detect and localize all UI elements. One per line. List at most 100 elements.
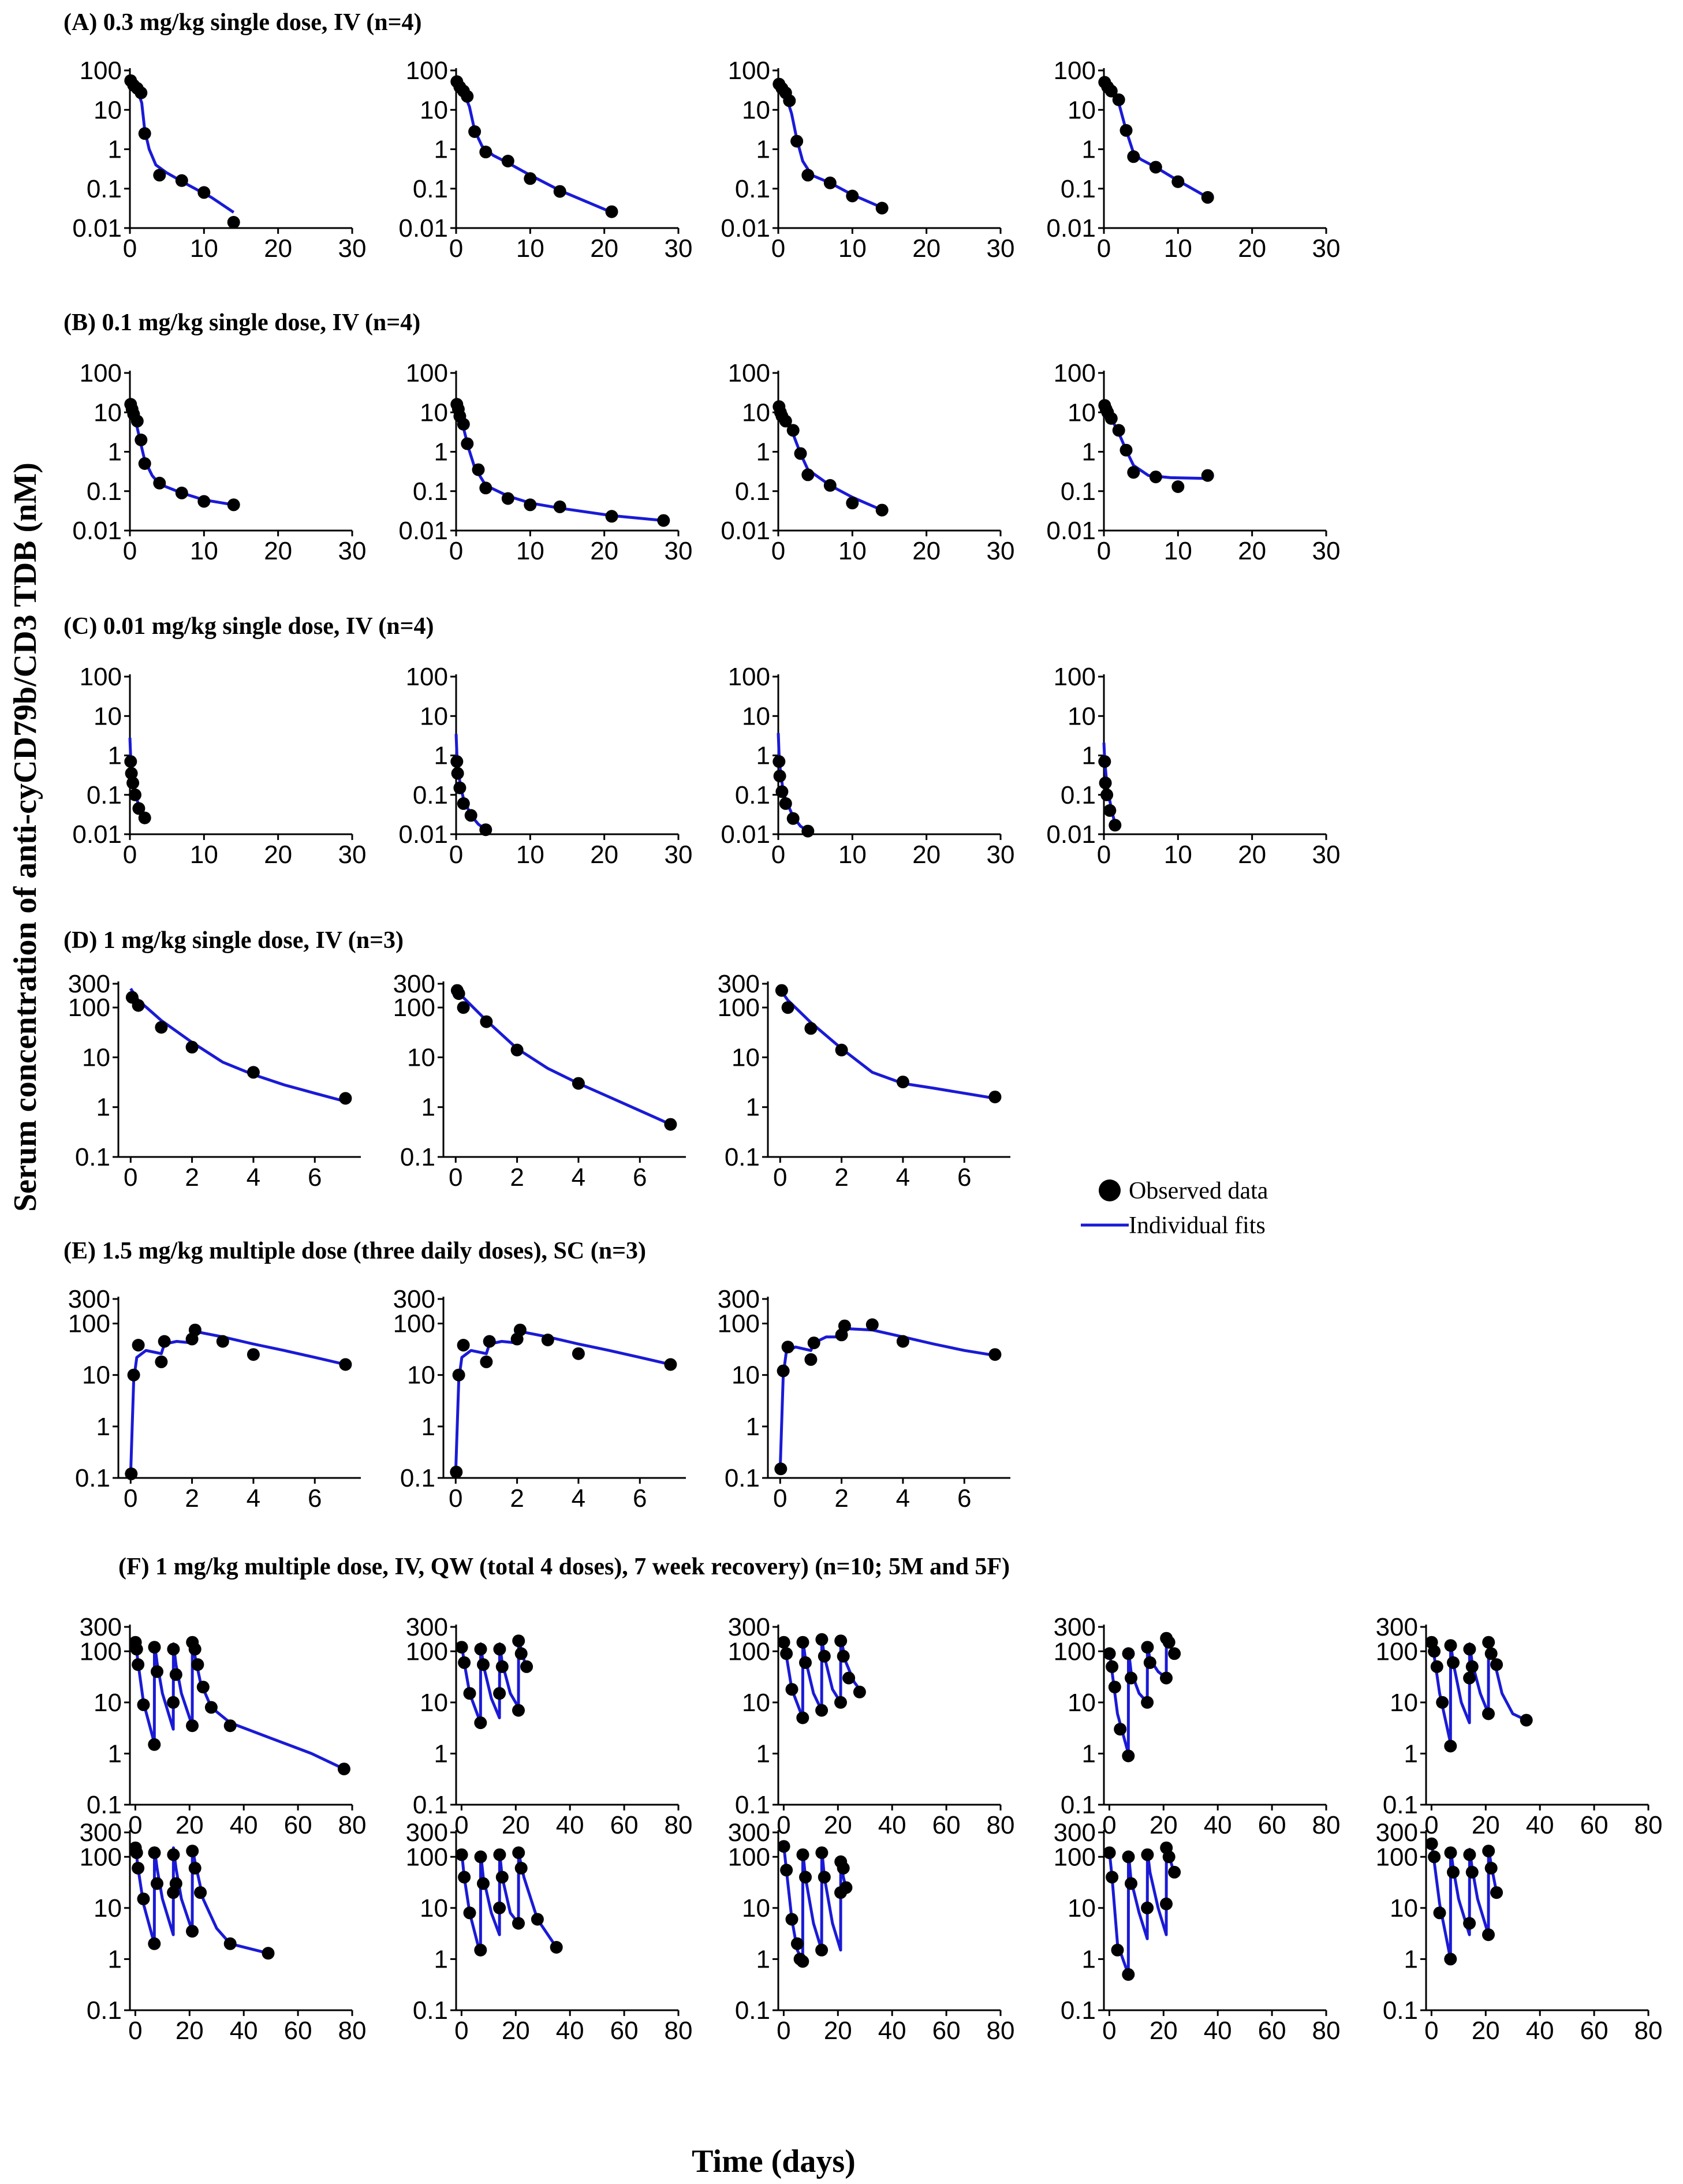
y-tick-label: 0.1 <box>735 781 770 809</box>
observed-point <box>461 437 474 450</box>
observed-point <box>223 1719 237 1733</box>
observed-point <box>896 1335 909 1348</box>
y-tick-label: 0.1 <box>87 1791 122 1819</box>
x-tick-label: 20 <box>264 537 292 565</box>
observed-point <box>474 1642 487 1656</box>
observed-point <box>780 1864 793 1877</box>
observed-point <box>1103 1846 1116 1860</box>
observed-point <box>130 1846 143 1860</box>
x-tick-label: 0 <box>123 537 137 565</box>
y-tick-label: 10 <box>742 1894 770 1922</box>
y-tick-label: 10 <box>420 96 448 124</box>
fit-line <box>460 1850 558 1957</box>
observed-point <box>137 1892 150 1906</box>
observed-point <box>1463 1917 1476 1930</box>
observed-point <box>801 169 815 182</box>
y-tick-label: 10 <box>732 1361 760 1390</box>
observed-point <box>790 1937 804 1950</box>
observed-point <box>148 1738 161 1751</box>
y-tick-label: 1 <box>746 1413 760 1441</box>
observed-point <box>453 781 467 794</box>
y-tick-label: 1 <box>756 136 770 164</box>
observed-point <box>804 1022 818 1035</box>
x-tick-label: 60 <box>1580 1811 1609 1839</box>
x-tick-label: 0 <box>123 234 137 263</box>
x-tick-label: 0 <box>1424 2017 1438 2045</box>
observed-point <box>1171 175 1185 188</box>
x-tick-label: 0 <box>449 1163 462 1192</box>
y-tick-label: 100 <box>728 1843 770 1871</box>
observed-point <box>1122 1968 1135 1981</box>
x-tick-label: 0 <box>449 841 463 869</box>
fit-line <box>460 1638 528 1724</box>
observed-point <box>463 1687 476 1700</box>
observed-point <box>1141 1901 1154 1914</box>
x-tick-label: 20 <box>264 234 292 263</box>
observed-point <box>337 1763 350 1776</box>
y-tick-label: 0.1 <box>87 175 122 203</box>
x-tick-label: 0 <box>449 537 463 565</box>
y-tick-label: 100 <box>406 663 448 691</box>
observed-point <box>151 1877 163 1890</box>
observed-point <box>835 1043 848 1056</box>
x-tick-label: 60 <box>1258 1811 1286 1839</box>
observed-point <box>513 1323 527 1336</box>
x-tick-label: 80 <box>987 2017 1015 2045</box>
observed-point <box>777 1364 790 1377</box>
y-tick-label: 100 <box>1054 663 1096 691</box>
observed-point <box>1162 1850 1176 1864</box>
panel-B-title: (B) 0.1 mg/kg single dose, IV (n=4) <box>64 309 420 336</box>
y-tick-label: 0.1 <box>1061 175 1096 203</box>
y-tick-label: 0.1 <box>87 477 122 506</box>
observed-point <box>458 1656 471 1669</box>
observed-point <box>153 476 166 490</box>
y-tick-label: 300 <box>68 970 110 998</box>
observed-point <box>477 1877 490 1890</box>
observed-point <box>1444 1846 1457 1860</box>
observed-point <box>801 468 815 481</box>
x-tick-label: 40 <box>1526 2017 1554 2045</box>
y-tick-label: 0.01 <box>721 214 770 242</box>
observed-point <box>837 1861 850 1875</box>
x-tick-label: 40 <box>556 2017 584 2045</box>
observed-point <box>493 1642 506 1656</box>
observed-point <box>493 1901 506 1914</box>
fit-line <box>1107 1636 1176 1755</box>
observed-point <box>151 1665 163 1678</box>
observed-point <box>1484 1647 1498 1660</box>
y-tick-label: 0.1 <box>1383 1791 1418 1819</box>
y-tick-label: 100 <box>80 1637 122 1666</box>
legend-label-fit: Individual fits <box>1129 1212 1266 1239</box>
x-tick-label: 2 <box>510 1484 524 1513</box>
y-tick-label: 10 <box>742 702 770 730</box>
y-tick-label: 0.1 <box>725 1464 760 1492</box>
x-tick-label: 30 <box>1312 537 1341 565</box>
observed-point <box>1100 788 1114 801</box>
observed-point <box>191 1658 204 1671</box>
observed-point <box>572 1077 585 1090</box>
x-tick-label: 20 <box>824 1811 852 1839</box>
observed-point <box>1484 1861 1498 1875</box>
observed-point <box>524 172 537 185</box>
observed-point <box>512 1917 525 1930</box>
y-tick-label: 1 <box>756 1739 770 1768</box>
observed-point <box>148 1846 161 1860</box>
y-tick-label: 1 <box>108 1739 122 1768</box>
y-tick-label: 300 <box>718 1285 760 1313</box>
legend: Observed data Individual fits <box>1081 1178 1268 1239</box>
subplot-B-4: 0.01 0.1 1 10 100 0 10 20 30 <box>1046 359 1340 565</box>
observed-point <box>781 1341 794 1354</box>
y-tick-label: 100 <box>728 663 770 691</box>
observed-point <box>479 481 492 495</box>
observed-point <box>1108 1681 1121 1694</box>
observed-point <box>339 1358 352 1371</box>
observed-point <box>132 1658 145 1671</box>
y-tick-label: 100 <box>406 1843 448 1871</box>
observed-point <box>823 176 837 189</box>
observed-point <box>464 809 477 822</box>
